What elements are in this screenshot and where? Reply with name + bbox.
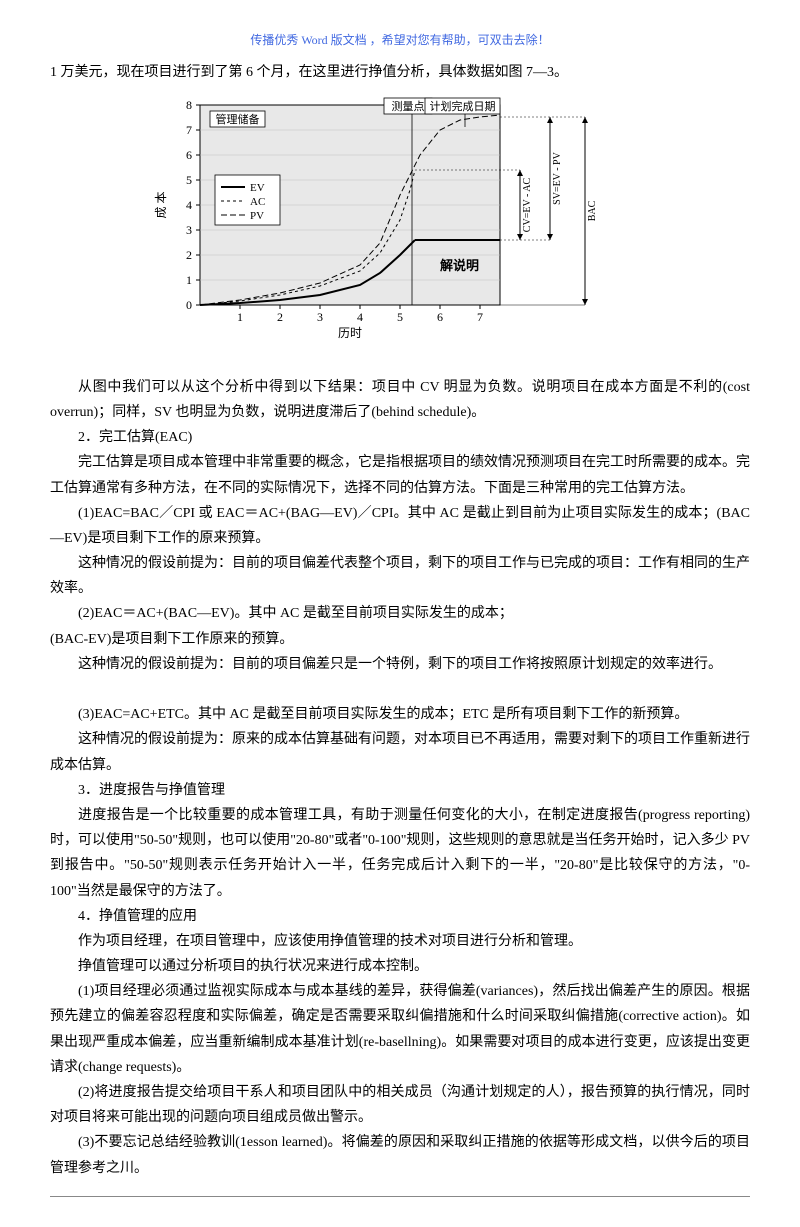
paragraph-evm-step1: (1)项目经理必须通过监视实际成本与成本基线的差异，获得偏差(variances…	[50, 979, 750, 1080]
svg-text:5: 5	[186, 173, 192, 187]
paragraph-progress: 进度报告是一个比较重要的成本管理工具，有助于测量任何变化的大小，在制定进度报告(…	[50, 803, 750, 904]
header-banner: 传播优秀 Word 版文档 ，希望对您有帮助，可双击去除！	[50, 30, 750, 52]
paragraph-analysis: 从图中我们可以从这个分析中得到以下结果：项目中 CV 明显为负数。说明项目在成本…	[50, 375, 750, 425]
svg-text:EV: EV	[250, 182, 265, 194]
svg-text:计划完成日期: 计划完成日期	[430, 99, 496, 113]
heading-progress: 3．进度报告与挣值管理	[50, 778, 750, 803]
svg-text:3: 3	[186, 223, 192, 237]
svg-text:4: 4	[186, 198, 192, 212]
svg-text:1: 1	[237, 310, 243, 324]
heading-eac: 2．完工估算(EAC)	[50, 425, 750, 450]
svg-text:解说明: 解说明	[439, 258, 479, 273]
paragraph-evm-step3: (3)不要忘记总结经验教训(1esson learned)。将偏差的原因和采取纠…	[50, 1130, 750, 1180]
paragraph-evm1: 作为项目经理，在项目管理中，应该使用挣值管理的技术对项目进行分析和管理。	[50, 929, 750, 954]
svg-text:3: 3	[317, 310, 323, 324]
svg-text:2: 2	[277, 310, 283, 324]
svg-text:1: 1	[186, 273, 192, 287]
footer-divider	[50, 1196, 750, 1197]
paragraph-evm2: 挣值管理可以通过分析项目的执行状况来进行成本控制。	[50, 954, 750, 979]
svg-text:SV=EV - PV: SV=EV - PV	[552, 151, 563, 204]
svg-text:8: 8	[186, 98, 192, 112]
chart-container: 0 1 2 3 4 5 6 7 8 1 2 3 4 5 6 7 成 本历时 管理储备 测量点计划完成日期 EV AC PV…	[50, 95, 750, 355]
svg-text:PV: PV	[250, 210, 264, 222]
svg-text:6: 6	[186, 148, 192, 162]
svg-text:0: 0	[186, 298, 192, 312]
paragraph-eac2-assume: 这种情况的假设前提为：目前的项目偏差只是一个特例，剩下的项目工作将按照原计划规定…	[50, 652, 750, 677]
svg-text:7: 7	[477, 310, 483, 324]
paragraph-evm-step2: (2)将进度报告提交给项目干系人和项目团队中的相关成员（沟通计划规定的人），报告…	[50, 1080, 750, 1130]
svg-text:管理储备: 管理储备	[216, 112, 260, 126]
earned-value-chart: 0 1 2 3 4 5 6 7 8 1 2 3 4 5 6 7 成 本历时 管理储备 测量点计划完成日期 EV AC PV…	[140, 95, 660, 355]
paragraph-eac2b: (BAC-EV)是项目剩下工作原来的预算。	[50, 627, 750, 652]
svg-text:2: 2	[186, 248, 192, 262]
svg-text:5: 5	[397, 310, 403, 324]
document-body: 1 万美元，现在项目进行到了第 6 个月，在这里进行挣值分析，具体数据如图 7—…	[50, 60, 750, 1181]
svg-text:历时: 历时	[338, 326, 362, 340]
paragraph-eac3: (3)EAC=AC+ETC。其中 AC 是截至目前项目实际发生的成本；ETC 是…	[50, 702, 750, 727]
svg-text:7: 7	[186, 123, 192, 137]
paragraph-eac3-assume: 这种情况的假设前提为：原来的成本估算基础有问题，对本项目已不再适用，需要对剩下的…	[50, 727, 750, 777]
paragraph-eac2: (2)EAC＝AC+(BAC—EV)。其中 AC 是截至目前项目实际发生的成本；	[50, 601, 750, 626]
paragraph-eac-intro: 完工估算是项目成本管理中非常重要的概念，它是指根据项目的绩效情况预测项目在完工时…	[50, 450, 750, 500]
heading-evm: 4．挣值管理的应用	[50, 904, 750, 929]
paragraph-eac1: (1)EAC=BAC／CPI 或 EAC＝AC+(BAG—EV)／CPI。其中 …	[50, 501, 750, 551]
svg-text:CV=EV - AC: CV=EV - AC	[522, 177, 533, 232]
paragraph-eac1-assume: 这种情况的假设前提为：目前的项目偏差代表整个项目，剩下的项目工作与已完成的项目：…	[50, 551, 750, 601]
svg-text:BAC: BAC	[587, 200, 598, 221]
svg-text:测量点: 测量点	[392, 100, 425, 113]
svg-text:成 本: 成 本	[154, 191, 168, 218]
svg-text:AC: AC	[250, 196, 265, 208]
svg-text:6: 6	[437, 310, 443, 324]
paragraph-intro: 1 万美元，现在项目进行到了第 6 个月，在这里进行挣值分析，具体数据如图 7—…	[50, 60, 750, 85]
svg-text:4: 4	[357, 310, 363, 324]
